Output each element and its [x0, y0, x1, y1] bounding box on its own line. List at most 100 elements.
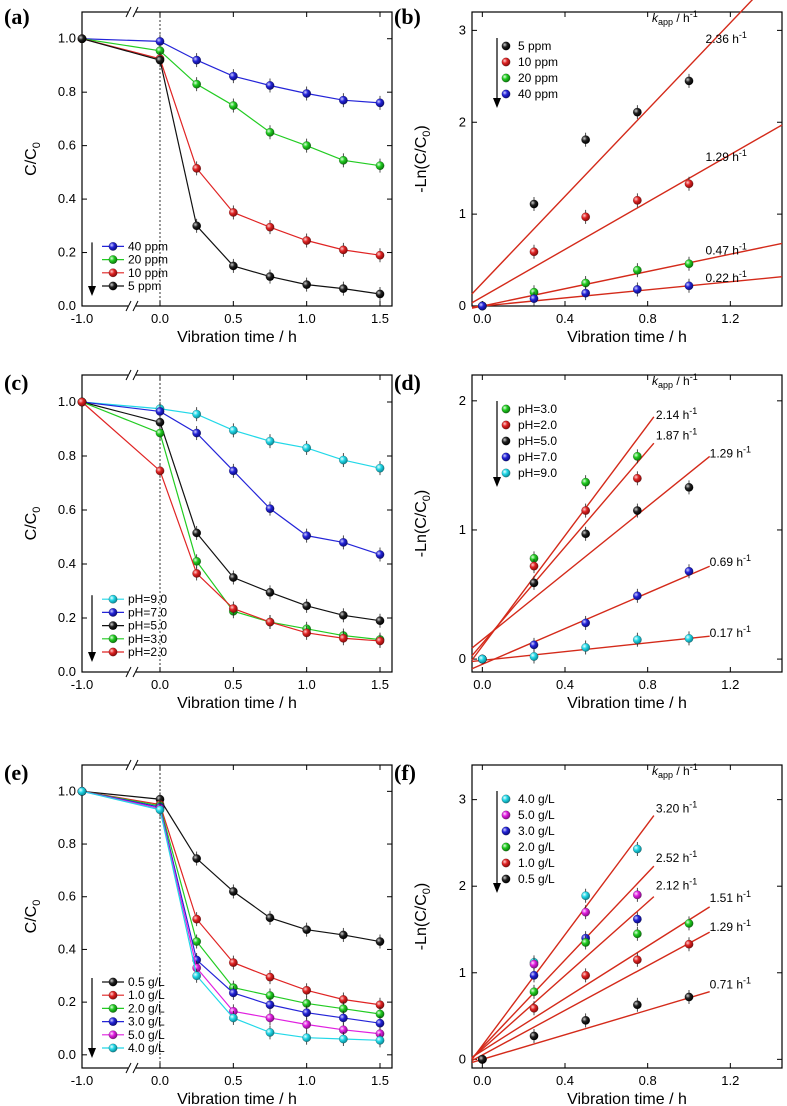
- data-point: [632, 929, 642, 939]
- panel-e: (e)-1.0 0.0 0.5 1.0 1.50.00.20.40.60.81.0Vib…: [4, 759, 393, 1106]
- data-point: [375, 636, 385, 646]
- y-tick-label: 0: [459, 298, 466, 313]
- panel-b: (b) 0.0 0.4 0.8 1.2 0 1 2 3 Vibration time / h -Ln…: [394, 0, 783, 346]
- data-point: [581, 643, 591, 652]
- x-axis-label: Vibration time / h: [567, 329, 687, 346]
- data-point: [684, 918, 694, 928]
- axis-break-mark: [132, 6, 139, 18]
- data-point: [155, 407, 165, 416]
- data-point: [581, 529, 591, 539]
- data-point: [155, 805, 165, 815]
- y-tick-label: 0.8: [58, 84, 76, 99]
- data-point: [77, 397, 87, 407]
- axis-break-mark: [132, 1062, 139, 1074]
- data-point: [632, 285, 642, 294]
- data-point: [581, 907, 591, 917]
- data-point: [228, 1013, 238, 1023]
- y-tick-label: 2: [459, 878, 466, 893]
- data-point: [192, 428, 202, 438]
- data-point: [632, 107, 642, 117]
- data-point: [192, 914, 202, 924]
- y-tick-label: 1: [459, 522, 466, 537]
- data-point: [375, 98, 385, 108]
- axis-break-gap: [128, 759, 136, 771]
- data-point: [529, 1003, 539, 1013]
- data-point: [581, 135, 591, 145]
- data-point: [155, 55, 165, 65]
- panel-d: (d) 0.0 0.4 0.8 1.2 0 1 2 Vibration time / h -Ln(…: [394, 370, 783, 712]
- legend-label: pH=3.0: [128, 632, 167, 646]
- data-point: [192, 163, 202, 173]
- y-tick-label: 1: [459, 206, 466, 221]
- data-point: [338, 245, 348, 255]
- legend-label: 5 ppm: [518, 39, 551, 53]
- legend-label: 5.0 g/L: [518, 808, 555, 822]
- x-axis-label: Vibration time / h: [177, 1091, 297, 1106]
- legend-marker: [108, 990, 118, 1000]
- plot-frame: [81, 764, 393, 1069]
- rate-constant-header: kapp / h-1: [652, 762, 698, 780]
- y-tick-label: 0.4: [58, 941, 76, 956]
- rate-constant-label: 2.12 h-1: [656, 877, 697, 893]
- fit-line: [471, 455, 711, 649]
- data-point: [302, 1020, 312, 1029]
- x-tick-label: 0.5: [224, 677, 242, 692]
- data-point: [155, 428, 165, 438]
- axis-break-gap: [128, 666, 136, 678]
- legend-label: pH=7.0: [128, 605, 167, 619]
- legend-label: 1.0 g/L: [518, 856, 555, 870]
- axis-break-mark: [125, 1062, 132, 1074]
- data-point: [375, 463, 385, 473]
- legend-marker: [108, 634, 118, 644]
- rate-constant-label: 0.69 h-1: [710, 553, 751, 569]
- legend-label: 40 ppm: [518, 87, 558, 101]
- legend-label: 5 ppm: [128, 279, 161, 293]
- data-point: [228, 261, 238, 271]
- legend-label: 3.0 g/L: [518, 824, 555, 838]
- fit-line: [471, 442, 655, 657]
- data-point: [684, 939, 694, 949]
- y-tick-label: 1.0: [58, 31, 76, 46]
- data-point: [529, 561, 539, 571]
- legend-label: pH=9.0: [518, 466, 557, 480]
- series-line: [81, 38, 381, 167]
- legend-label: 2.0 g/L: [518, 840, 555, 854]
- data-point: [338, 155, 348, 165]
- data-point: [632, 473, 642, 483]
- legend-marker: [108, 255, 118, 265]
- y-tick-label: 0.0: [58, 1047, 76, 1062]
- data-point: [529, 578, 539, 588]
- rate-constant-label: 0.17 h-1: [710, 624, 751, 640]
- legend-marker: [501, 436, 511, 446]
- data-point: [228, 604, 238, 613]
- data-point: [632, 914, 642, 924]
- data-point: [77, 786, 87, 796]
- data-point: [632, 265, 642, 275]
- data-point: [155, 417, 165, 427]
- x-axis-label: Vibration time / h: [567, 695, 687, 712]
- x-tick-label: -1.0: [71, 677, 93, 692]
- legend-marker: [501, 858, 511, 868]
- rate-constant-label: 0.47 h-1: [706, 242, 747, 258]
- x-tick-label: 0.0: [151, 1073, 169, 1088]
- fit-line: [471, 242, 783, 309]
- data-point: [302, 925, 312, 935]
- plot-frame: [471, 374, 783, 673]
- data-point: [529, 294, 539, 304]
- fit-line: [471, 0, 754, 295]
- x-tick-label: 0.4: [556, 1073, 574, 1088]
- data-point: [477, 654, 487, 664]
- rate-constant-label: 1.29 h-1: [710, 445, 751, 461]
- legend-marker: [108, 268, 118, 278]
- series-line: [81, 790, 381, 1015]
- data-point: [265, 127, 275, 137]
- data-point: [632, 195, 642, 205]
- y-tick-label: 3: [459, 22, 466, 37]
- data-point: [302, 236, 312, 245]
- data-point: [192, 971, 202, 981]
- data-point: [477, 301, 487, 311]
- data-point: [684, 281, 694, 291]
- panel-f: (f) 0.0 0.4 0.8 1.2 0 1 2 3 Vibration time / h -Ln…: [394, 760, 783, 1106]
- legend-marker: [108, 594, 118, 604]
